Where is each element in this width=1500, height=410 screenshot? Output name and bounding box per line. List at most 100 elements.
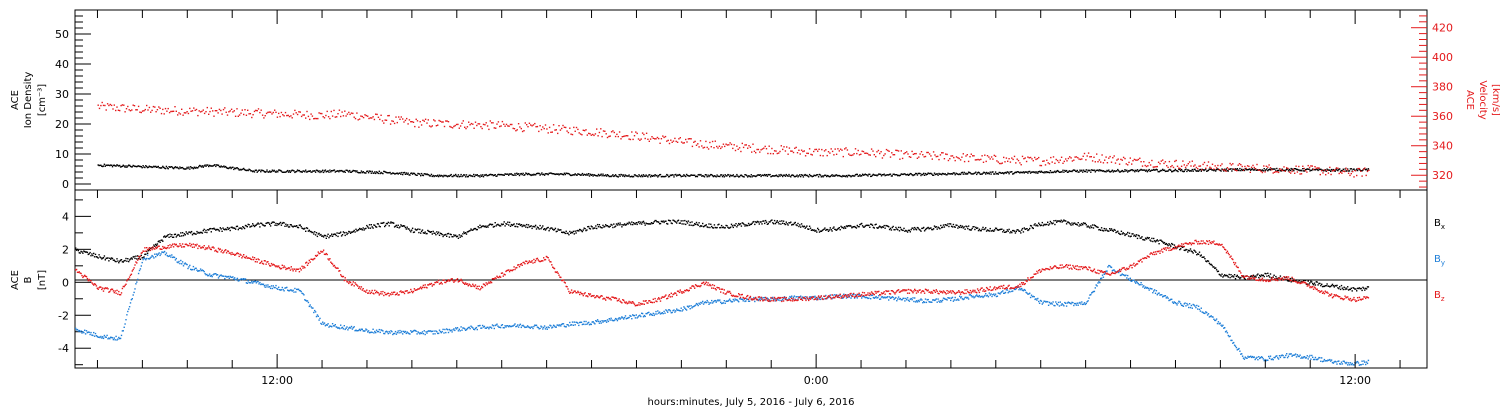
bx-point xyxy=(1058,220,1061,222)
by-point xyxy=(380,329,382,331)
bx-point xyxy=(561,231,563,233)
bx-point xyxy=(225,228,227,230)
density-point xyxy=(564,173,566,176)
density-point xyxy=(376,171,379,174)
by-point xyxy=(91,334,93,336)
velocity-point xyxy=(1078,158,1080,160)
by-point xyxy=(437,332,439,335)
bx-point xyxy=(275,222,277,225)
density-point xyxy=(153,165,155,167)
density-point xyxy=(419,173,421,175)
velocity-point xyxy=(462,120,464,122)
velocity-point xyxy=(419,121,421,123)
by-point xyxy=(455,328,458,330)
velocity-point xyxy=(676,141,679,143)
velocity-point xyxy=(1124,157,1126,160)
bx-point xyxy=(96,256,98,258)
density-point xyxy=(868,173,870,175)
velocity-point xyxy=(1260,170,1262,173)
velocity-point xyxy=(217,112,219,114)
bx-point xyxy=(725,224,727,227)
bx-point xyxy=(445,233,447,236)
density-point xyxy=(1166,170,1168,172)
density-point xyxy=(413,172,416,175)
density-point xyxy=(1051,171,1053,173)
bx-point xyxy=(1002,231,1004,233)
density-point xyxy=(873,174,875,176)
density-point xyxy=(563,172,566,174)
bx-point xyxy=(350,231,353,233)
bx-point xyxy=(907,229,910,232)
density-point xyxy=(1136,169,1139,171)
by-point xyxy=(808,296,811,298)
density-point xyxy=(659,173,662,176)
density-point xyxy=(208,164,211,167)
by-point xyxy=(962,298,964,301)
by-point xyxy=(871,294,874,296)
by-point xyxy=(245,282,248,284)
by-point xyxy=(125,319,127,321)
bx-point xyxy=(1128,232,1131,234)
density-point xyxy=(454,175,456,177)
by-point xyxy=(963,298,965,300)
bx-point xyxy=(609,225,611,227)
density-point xyxy=(1346,170,1348,172)
by-point xyxy=(229,275,231,278)
density-point xyxy=(950,173,953,175)
bx-point xyxy=(298,224,301,226)
density-point xyxy=(709,174,711,177)
velocity-point xyxy=(117,109,120,111)
by-point xyxy=(298,289,301,292)
by-point xyxy=(111,337,114,339)
bx-point xyxy=(391,222,393,224)
bx-point xyxy=(614,226,616,228)
bx-point xyxy=(681,223,683,225)
velocity-point xyxy=(1341,172,1343,174)
velocity-point xyxy=(903,153,905,155)
density-point xyxy=(1291,169,1293,171)
density-point xyxy=(554,173,557,176)
density-point xyxy=(901,173,903,175)
density-point xyxy=(181,167,183,169)
velocity-point xyxy=(411,121,413,123)
bx-point xyxy=(796,224,798,227)
by-point xyxy=(560,325,562,327)
by-point xyxy=(255,282,257,284)
by-point xyxy=(202,270,204,272)
density-point xyxy=(158,167,160,169)
density-point xyxy=(293,170,295,172)
density-point xyxy=(1180,168,1183,171)
density-point xyxy=(159,167,161,169)
bx-point xyxy=(194,233,196,235)
velocity-point xyxy=(794,147,796,149)
density-point xyxy=(799,174,801,176)
bx-point xyxy=(407,228,409,230)
velocity-point xyxy=(311,115,314,117)
by-point xyxy=(110,336,112,338)
by-point xyxy=(604,320,606,322)
velocity-point xyxy=(1036,158,1039,160)
bx-point xyxy=(1198,251,1201,253)
velocity-point xyxy=(967,160,970,163)
density-point xyxy=(517,173,519,175)
density-point xyxy=(157,165,159,168)
velocity-point xyxy=(1322,172,1324,174)
density-point xyxy=(1247,168,1249,171)
density-point xyxy=(796,174,798,176)
by-point xyxy=(400,331,402,334)
bx-point xyxy=(1181,246,1184,248)
bx-point xyxy=(1196,254,1198,256)
bx-point xyxy=(1288,280,1291,282)
bx-point xyxy=(552,229,555,231)
velocity-point xyxy=(1109,155,1111,158)
density-point xyxy=(303,170,305,172)
bx-point xyxy=(303,228,305,230)
by-point xyxy=(453,328,455,330)
by-point xyxy=(673,309,675,311)
density-point xyxy=(977,171,980,173)
bx-point xyxy=(1351,290,1353,292)
by-point xyxy=(657,310,659,312)
by-point xyxy=(535,324,538,326)
by-point xyxy=(858,293,860,296)
bx-point xyxy=(764,222,766,225)
